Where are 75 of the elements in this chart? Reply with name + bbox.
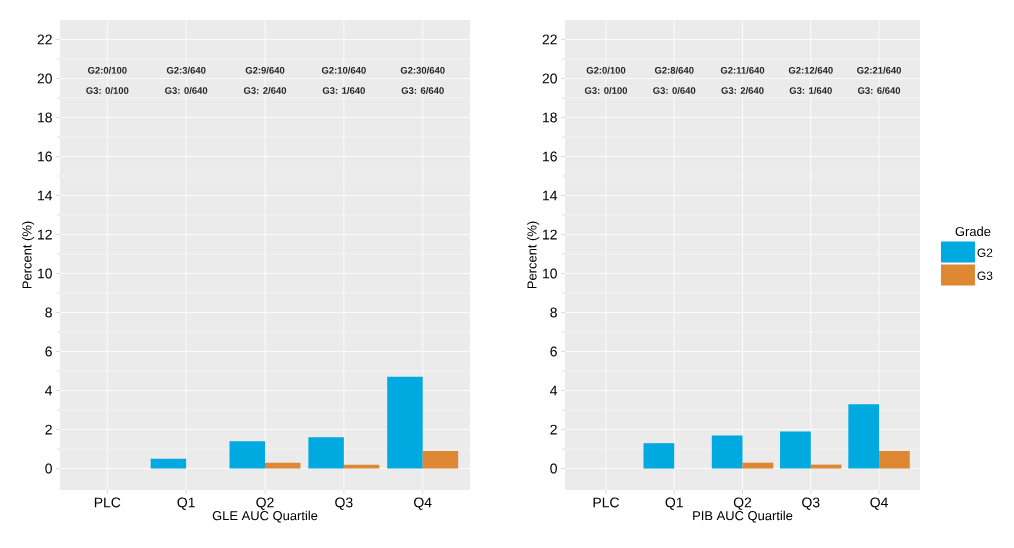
- legend-title: Grade: [955, 226, 991, 237]
- bar: [780, 431, 811, 469]
- x-axis-title: GLE AUC Quartile: [212, 510, 318, 523]
- annotation: G2:0/100: [87, 66, 127, 74]
- annotation: G2:21/640: [857, 66, 902, 74]
- annotation: G2:0/100: [586, 66, 626, 74]
- x-tick-label: Q3: [335, 497, 353, 510]
- x-tick-label: Q4: [414, 497, 432, 510]
- y-tick-label: 0: [550, 463, 557, 474]
- annotation: G3: 1/640: [322, 86, 365, 95]
- y-tick-label: 0: [45, 463, 52, 474]
- y-tick-label: 10: [543, 268, 557, 279]
- bar: [343, 464, 380, 469]
- x-tick-label: Q2: [733, 497, 752, 510]
- y-tick-label: 18: [543, 112, 557, 123]
- bar: [742, 462, 774, 469]
- annotation: G2:10/640: [321, 66, 366, 74]
- y-tick-label: 12: [38, 229, 52, 240]
- bar: [308, 437, 344, 469]
- x-tick-label: Q1: [177, 497, 195, 510]
- annotation: G3: 0/640: [165, 86, 208, 95]
- y-tick-label: 4: [550, 385, 558, 396]
- bar: [229, 441, 266, 469]
- annotation: G3: 2/640: [243, 86, 287, 95]
- y-tick-label: 2: [550, 424, 557, 435]
- annotation: G2:12/640: [788, 66, 833, 74]
- annotation: G2:9/640: [245, 66, 285, 74]
- y-tick-label: 12: [543, 229, 557, 240]
- y-tick-label: 8: [45, 307, 52, 318]
- annotation: G3: 2/640: [721, 86, 764, 95]
- bar: [422, 450, 459, 469]
- x-tick-label: Q4: [870, 497, 888, 510]
- y-axis-title: Percent (%): [527, 221, 540, 289]
- x-axis-title: PIB AUC Quartile: [693, 510, 793, 523]
- legend-label: G2: [977, 248, 993, 257]
- annotation: G2:8/640: [654, 66, 694, 74]
- y-tick-label: 6: [45, 346, 52, 357]
- x-tick-label: PLC: [593, 497, 620, 508]
- y-tick-label: 14: [543, 190, 558, 201]
- legend-label: G3: [977, 271, 993, 280]
- y-tick-label: 6: [550, 346, 557, 357]
- y-tick-label: 16: [543, 151, 557, 162]
- y-tick-label: 20: [542, 73, 557, 84]
- y-tick-label: 10: [38, 268, 52, 279]
- x-tick-label: PLC: [94, 497, 121, 508]
- bar: [150, 458, 187, 469]
- bar: [265, 462, 301, 469]
- y-axis-title: Percent (%): [22, 221, 35, 289]
- annotation: G3: 1/640: [789, 86, 832, 95]
- bar: [848, 404, 880, 469]
- bar: [643, 443, 675, 469]
- annotation: G3: 0/100: [86, 86, 129, 95]
- y-tick-label: 20: [37, 73, 52, 84]
- y-tick-label: 2: [45, 424, 52, 435]
- bar: [810, 464, 842, 469]
- bar: [387, 376, 423, 469]
- x-tick-label: Q1: [665, 497, 683, 510]
- y-tick-label: 4: [45, 385, 53, 396]
- x-tick-label: Q2: [256, 497, 274, 510]
- bar: [711, 435, 743, 469]
- annotation: G3: 0/640: [653, 86, 696, 95]
- y-tick-label: 14: [38, 190, 53, 201]
- annotation: G2:30/640: [400, 66, 445, 74]
- y-tick-label: 18: [38, 112, 52, 123]
- y-tick-label: 16: [38, 151, 52, 162]
- annotation: G2:3/640: [166, 66, 206, 74]
- annotation: G3: 6/640: [857, 86, 901, 95]
- annotation: G3: 6/640: [401, 86, 444, 95]
- y-tick-label: 22: [542, 34, 557, 45]
- annotation: G2:11/640: [720, 66, 765, 74]
- annotation: G3: 0/100: [584, 86, 628, 95]
- bar: [879, 450, 910, 469]
- y-tick-label: 22: [37, 34, 52, 45]
- x-tick-label: Q3: [802, 497, 820, 510]
- y-tick-label: 8: [550, 307, 557, 318]
